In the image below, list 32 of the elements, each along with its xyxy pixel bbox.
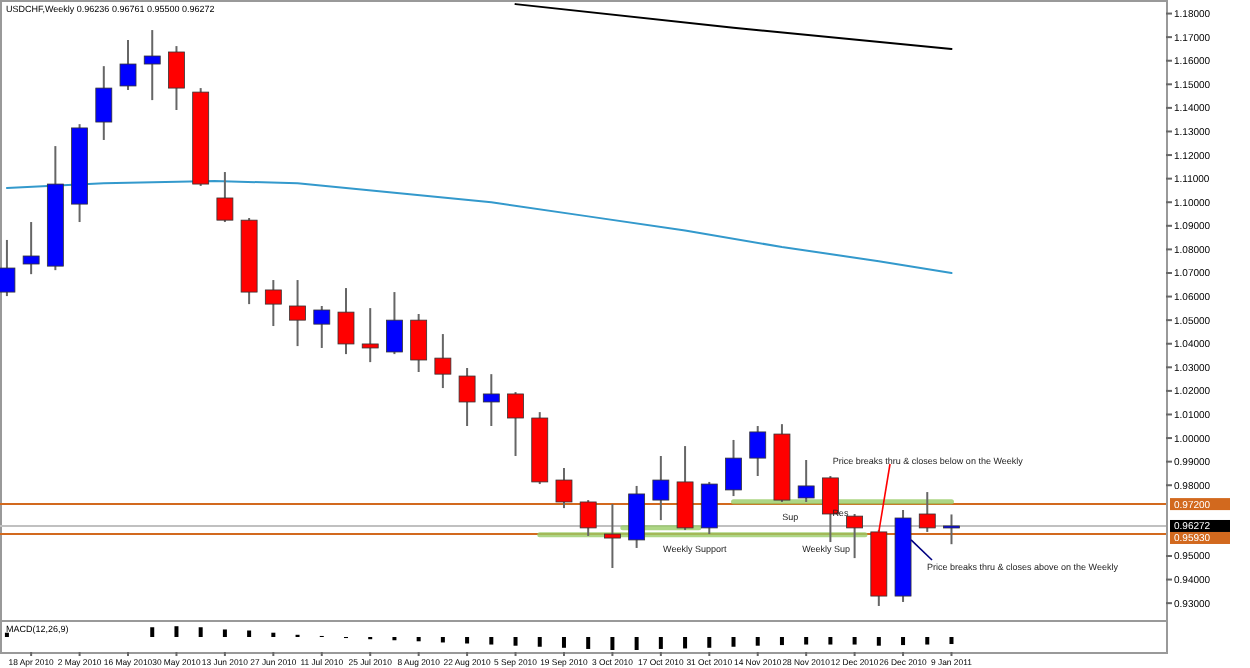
candlestick [604,503,621,569]
candlestick [143,29,161,102]
candlestick [95,65,113,141]
candlestick [846,513,864,560]
candlestick [700,480,718,536]
candlestick [725,438,742,498]
candlestick [458,367,476,428]
candlestick [0,238,16,298]
line-series [5,180,953,274]
candlestick [313,304,331,349]
candlestick [410,313,428,374]
candlestick [579,499,597,537]
candlestick [168,45,185,112]
candlestick [289,279,306,348]
candlestick [386,291,403,356]
candlestick [676,445,694,532]
candlestick [482,373,500,428]
candlestick [216,171,234,224]
candlestick [749,425,767,478]
candlestick [361,307,379,364]
candlestick [507,391,524,457]
candlestick [264,279,282,328]
candlestick [628,484,646,549]
candlestick [797,458,815,503]
candlestick [337,287,355,356]
candlestick [943,513,960,546]
candlestick [652,454,670,522]
candlestick [22,221,40,276]
candlestick [434,333,452,390]
candlestick [555,467,573,510]
candlestick [119,38,137,91]
candlestick [918,491,936,533]
